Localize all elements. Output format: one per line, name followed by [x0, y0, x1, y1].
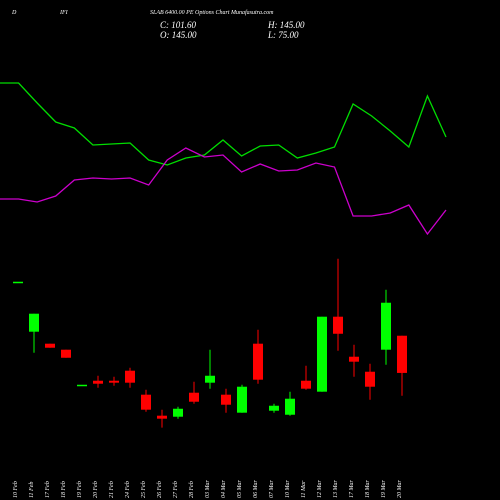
candle-body	[381, 302, 391, 350]
candle-body	[237, 386, 247, 413]
candle-body	[141, 394, 151, 410]
x-tick-label: 11 Feb	[29, 482, 35, 498]
x-tick-label: 05 Mar	[237, 480, 243, 498]
x-tick-label: 13 Mar	[333, 480, 339, 498]
candle-body	[221, 394, 231, 405]
candle-body	[205, 375, 215, 383]
open-label: O: 145.00	[160, 30, 197, 40]
indicator-line	[0, 82, 447, 166]
x-tick-label: 21 Feb	[109, 481, 115, 498]
x-tick-label: 19 Mar	[381, 480, 387, 498]
candle-body	[317, 316, 327, 392]
x-tick-label: 19 Feb	[77, 481, 83, 498]
candle-body	[301, 380, 311, 389]
candle-body	[269, 405, 279, 411]
chart-title: SLAB 6400.00 PE Options Chart Munafasutr…	[150, 9, 274, 16]
candle-body	[253, 343, 263, 380]
candle-body	[157, 415, 167, 419]
candle-body	[13, 281, 23, 284]
candle-body	[125, 370, 135, 383]
x-tick-label: 07 Mar	[269, 480, 275, 498]
candle-body	[29, 313, 39, 332]
candle-body	[189, 392, 199, 402]
x-tick-label: 03 Mar	[205, 480, 211, 498]
x-tick-label: 24 Feb	[124, 481, 131, 498]
close-label: C: 101.60	[160, 20, 197, 30]
candle-body	[61, 349, 71, 358]
x-tick-label: 10 Mar	[285, 480, 291, 498]
x-tick-label: 18 Feb	[61, 481, 67, 498]
candle-body	[333, 316, 343, 334]
candle-body	[93, 380, 103, 384]
candle-body	[397, 335, 407, 373]
candle-body	[77, 384, 87, 387]
x-tick-label: 28 Feb	[189, 481, 195, 498]
indicator-line	[0, 147, 447, 236]
x-tick-label: 26 Feb	[157, 481, 163, 498]
x-tick-label: 20 Mar	[397, 480, 403, 498]
title-mid: IFI	[59, 10, 69, 16]
candle-body	[109, 380, 119, 383]
x-tick-label: 27 Feb	[173, 481, 179, 498]
x-tick-label: 17 Feb	[45, 481, 51, 498]
low-label: L: 75.00	[267, 30, 299, 40]
candle-body	[349, 356, 359, 362]
x-tick-label: 04 Mar	[220, 480, 227, 498]
title-left: D	[11, 10, 17, 16]
x-tick-label: 11 Mar	[301, 480, 307, 498]
x-tick-label: 10 Feb	[13, 481, 19, 498]
x-tick-label: 25 Feb	[141, 481, 147, 498]
x-tick-label: 18 Mar	[365, 480, 371, 498]
high-label: H: 145.00	[267, 20, 305, 30]
candle-body	[173, 408, 183, 417]
candle-body	[365, 371, 375, 387]
x-tick-label: 20 Feb	[93, 481, 99, 498]
x-tick-label: 17 Mar	[349, 480, 355, 498]
candle-body	[285, 398, 295, 415]
candle-body	[45, 343, 55, 348]
x-tick-label: 12 Mar	[317, 480, 323, 498]
x-tick-label: 06 Mar	[253, 480, 259, 498]
